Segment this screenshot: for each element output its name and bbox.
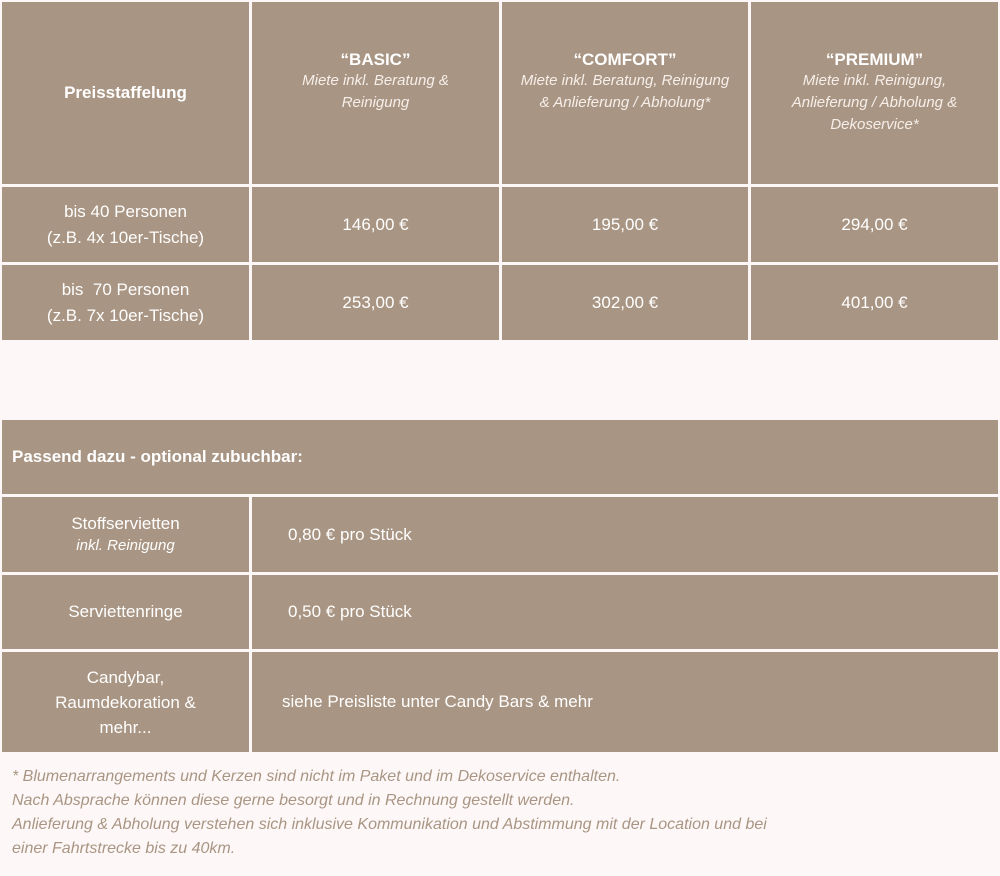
persons: bis 70 Personen	[61, 279, 190, 299]
addon-price-cell: 0,80 € pro Stück	[252, 497, 998, 572]
package-desc: Miete inkl. Beratung, Reinigung & Anlief…	[520, 72, 730, 111]
addons-title: Passend dazu - optional zubuchbar:	[12, 447, 303, 466]
footnote-line: Anlieferung & Abholung verstehen sich in…	[12, 816, 767, 833]
header-label-cell: Preisstaffelung	[2, 2, 249, 184]
package-premium-header: “PREMIUM” Miete inkl. Reinigung, Anliefe…	[751, 2, 998, 184]
header-label: Preisstaffelung	[64, 83, 187, 102]
addon-price: 0,80 € pro Stück	[288, 524, 412, 544]
tables: (z.B. 7x 10er-Tische)	[46, 305, 205, 325]
persons: bis 40 Personen	[64, 201, 187, 221]
price-cell: 401,00 €	[751, 265, 998, 340]
price: 401,00 €	[841, 292, 908, 312]
price-cell: 195,00 €	[502, 187, 748, 262]
addon-item-cell: Stoffservietten inkl. Reinigung	[2, 497, 249, 572]
price: 302,00 €	[591, 292, 659, 312]
price-cell: 253,00 €	[252, 265, 499, 340]
footnote-line: * Blumenarrangements und Kerzen sind nic…	[12, 768, 621, 785]
addon-price: 0,50 € pro Stück	[288, 602, 412, 621]
footnote-line: einer Fahrtstrecke bis zu 40km.	[12, 840, 236, 857]
price: 195,00 €	[591, 214, 659, 234]
addon-item: Stoffservietten	[71, 513, 180, 533]
footnote-line: Nach Absprache können diese gerne besorg…	[12, 792, 575, 809]
price: 146,00 €	[342, 214, 409, 234]
package-name: “COMFORT”	[573, 50, 677, 69]
addon-price: siehe Preisliste unter Candy Bars & mehr	[282, 692, 593, 711]
package-name: “PREMIUM”	[825, 50, 924, 69]
addon-item: Candybar, Raumdekoration & mehr...	[55, 667, 196, 737]
price-cell: 146,00 €	[252, 187, 499, 262]
addon-item: Serviettenringe	[68, 602, 183, 621]
row-40-label: bis 40 Personen (z.B. 4x 10er-Tische)	[2, 187, 249, 262]
tables: (z.B. 4x 10er-Tische)	[46, 227, 205, 247]
package-basic-header: “BASIC” Miete inkl. Beratung & Reinigung	[252, 2, 499, 184]
price: 253,00 €	[342, 292, 409, 312]
addon-item-cell: Candybar, Raumdekoration & mehr...	[2, 652, 249, 752]
addon-item-cell: Serviettenringe	[2, 575, 249, 649]
price: 294,00 €	[841, 214, 908, 234]
price-cell: 302,00 €	[502, 265, 748, 340]
package-desc: Miete inkl. Beratung & Reinigung	[302, 72, 449, 111]
footnotes: * Blumenarrangements und Kerzen sind nic…	[12, 765, 767, 861]
package-comfort-header: “COMFORT” Miete inkl. Beratung, Reinigun…	[502, 2, 748, 184]
package-name: “BASIC”	[340, 50, 411, 69]
package-desc: Miete inkl. Reinigung, Anlieferung / Abh…	[791, 72, 958, 133]
row-70-label: bis 70 Personen (z.B. 7x 10er-Tische)	[2, 265, 249, 340]
price-cell: 294,00 €	[751, 187, 998, 262]
addon-price-cell: siehe Preisliste unter Candy Bars & mehr	[252, 652, 998, 752]
addon-note: inkl. Reinigung	[76, 536, 175, 554]
addons-title-cell: Passend dazu - optional zubuchbar:	[2, 420, 998, 494]
addon-price-cell: 0,50 € pro Stück	[252, 575, 998, 649]
